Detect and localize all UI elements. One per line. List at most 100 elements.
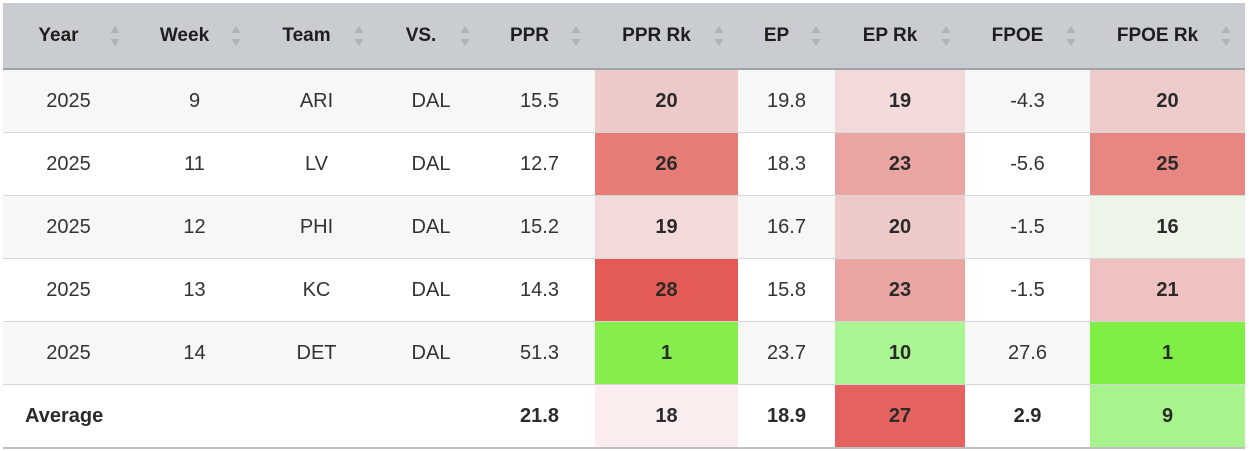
average-ep-rk: 27 xyxy=(835,384,965,449)
table-row: 2025 14 DET DAL 51.3 1 23.7 10 27.6 1 xyxy=(3,321,1245,385)
column-header-label: PPR Rk xyxy=(622,24,691,46)
average-ppr: 21.8 xyxy=(484,384,595,449)
column-header-ep[interactable]: EP xyxy=(738,3,835,70)
cell-week: 9 xyxy=(134,69,255,133)
cell-fpoe: -5.6 xyxy=(965,132,1090,196)
sort-arrows-icon[interactable] xyxy=(811,25,821,47)
column-header-fpoe-rk[interactable]: FPOE Rk xyxy=(1090,3,1245,70)
cell-ppr: 15.5 xyxy=(484,69,595,133)
cell-ep: 18.3 xyxy=(738,132,835,196)
cell-ppr-rk: 28 xyxy=(595,258,738,322)
weekly-stats-table: Year Week Team VS. PPR PPR Rk EP EP Rk FPOE FPOE … xyxy=(3,3,1245,449)
column-header-content: FPOE xyxy=(965,3,1090,68)
cell-fpoe: 27.6 xyxy=(965,321,1090,385)
cell-week: 13 xyxy=(134,258,255,322)
header-row: Year Week Team VS. PPR PPR Rk EP EP Rk FPOE FPOE … xyxy=(3,3,1245,70)
cell-fpoe-rk: 20 xyxy=(1090,69,1245,133)
column-header-label: FPOE Rk xyxy=(1116,24,1199,46)
cell-vs: DAL xyxy=(378,258,484,322)
cell-ppr-rk: 1 xyxy=(595,321,738,385)
column-header-content: FPOE Rk xyxy=(1090,3,1245,68)
cell-vs: DAL xyxy=(378,132,484,196)
cell-ep: 19.8 xyxy=(738,69,835,133)
average-row: Average 21.8 18 18.9 27 2.9 9 xyxy=(3,384,1245,449)
sort-arrows-icon[interactable] xyxy=(571,25,581,47)
column-header-content: Team xyxy=(255,3,378,68)
table-row: 2025 11 LV DAL 12.7 26 18.3 23 -5.6 25 xyxy=(3,132,1245,196)
cell-ep: 16.7 xyxy=(738,195,835,259)
cell-ppr: 15.2 xyxy=(484,195,595,259)
average-ep: 18.9 xyxy=(738,384,835,449)
cell-fpoe: -1.5 xyxy=(965,258,1090,322)
column-header-label: Year xyxy=(38,24,79,46)
sort-arrows-icon[interactable] xyxy=(110,25,120,47)
cell-vs: DAL xyxy=(378,195,484,259)
cell-team: KC xyxy=(255,258,378,322)
cell-empty xyxy=(134,384,255,449)
column-header-content: Year xyxy=(3,3,134,68)
cell-empty xyxy=(378,384,484,449)
sort-arrows-icon[interactable] xyxy=(941,25,951,47)
cell-fpoe-rk: 1 xyxy=(1090,321,1245,385)
cell-year: 2025 xyxy=(3,321,134,385)
table-row: 2025 12 PHI DAL 15.2 19 16.7 20 -1.5 16 xyxy=(3,195,1245,259)
column-header-year[interactable]: Year xyxy=(3,3,134,70)
cell-ppr: 51.3 xyxy=(484,321,595,385)
column-header-ep-rk[interactable]: EP Rk xyxy=(835,3,965,70)
cell-ep: 23.7 xyxy=(738,321,835,385)
cell-fpoe: -4.3 xyxy=(965,69,1090,133)
table-row: 2025 9 ARI DAL 15.5 20 19.8 19 -4.3 20 xyxy=(3,69,1245,133)
column-header-content: Week xyxy=(134,3,255,68)
column-header-label: Week xyxy=(159,24,210,46)
sort-arrows-icon[interactable] xyxy=(354,25,364,47)
sort-arrows-icon[interactable] xyxy=(1066,25,1076,47)
cell-ppr: 14.3 xyxy=(484,258,595,322)
cell-year: 2025 xyxy=(3,132,134,196)
column-header-label: EP Rk xyxy=(862,24,918,46)
column-header-content: PPR xyxy=(484,3,595,68)
average-ppr-rk: 18 xyxy=(595,384,738,449)
cell-ppr-rk: 26 xyxy=(595,132,738,196)
column-header-label: Team xyxy=(282,24,331,46)
cell-year: 2025 xyxy=(3,258,134,322)
cell-ppr-rk: 19 xyxy=(595,195,738,259)
cell-vs: DAL xyxy=(378,321,484,385)
column-header-label: FPOE xyxy=(991,24,1044,46)
cell-ep: 15.8 xyxy=(738,258,835,322)
cell-ep-rk: 19 xyxy=(835,69,965,133)
average-label: Average xyxy=(3,384,134,449)
sort-arrows-icon[interactable] xyxy=(1221,25,1231,47)
table-row: 2025 13 KC DAL 14.3 28 15.8 23 -1.5 21 xyxy=(3,258,1245,322)
cell-year: 2025 xyxy=(3,195,134,259)
sort-arrows-icon[interactable] xyxy=(460,25,470,47)
column-header-label: PPR xyxy=(509,24,550,46)
column-header-vs[interactable]: VS. xyxy=(378,3,484,70)
column-header-fpoe[interactable]: FPOE xyxy=(965,3,1090,70)
cell-team: DET xyxy=(255,321,378,385)
column-header-label: EP xyxy=(763,24,790,46)
cell-fpoe: -1.5 xyxy=(965,195,1090,259)
cell-ppr-rk: 20 xyxy=(595,69,738,133)
cell-week: 14 xyxy=(134,321,255,385)
cell-ep-rk: 20 xyxy=(835,195,965,259)
cell-team: ARI xyxy=(255,69,378,133)
column-header-team[interactable]: Team xyxy=(255,3,378,70)
table-body: 2025 9 ARI DAL 15.5 20 19.8 19 -4.3 20 2025 11 LV DAL… xyxy=(3,69,1245,449)
cell-fpoe-rk: 16 xyxy=(1090,195,1245,259)
column-header-ppr[interactable]: PPR xyxy=(484,3,595,70)
column-header-label: VS. xyxy=(405,24,437,46)
cell-ep-rk: 10 xyxy=(835,321,965,385)
sort-arrows-icon[interactable] xyxy=(231,25,241,47)
cell-fpoe-rk: 25 xyxy=(1090,132,1245,196)
column-header-content: PPR Rk xyxy=(595,3,738,68)
column-header-ppr-rk[interactable]: PPR Rk xyxy=(595,3,738,70)
cell-week: 11 xyxy=(134,132,255,196)
sort-arrows-icon[interactable] xyxy=(714,25,724,47)
average-fpoe: 2.9 xyxy=(965,384,1090,449)
column-header-content: VS. xyxy=(378,3,484,68)
cell-fpoe-rk: 21 xyxy=(1090,258,1245,322)
column-header-content: EP xyxy=(738,3,835,68)
column-header-week[interactable]: Week xyxy=(134,3,255,70)
column-header-content: EP Rk xyxy=(835,3,965,68)
